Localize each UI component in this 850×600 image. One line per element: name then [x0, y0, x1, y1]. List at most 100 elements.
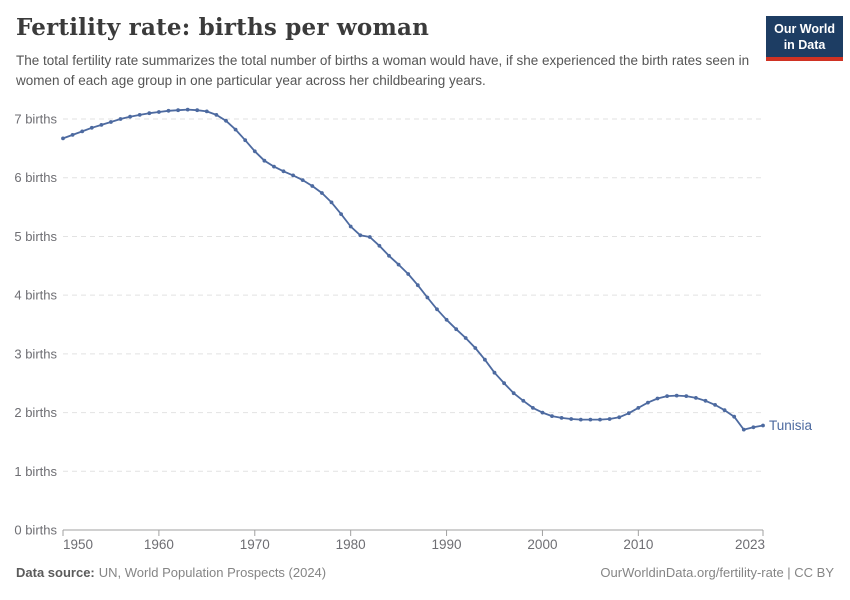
- x-axis-tick-label: 1950: [63, 537, 93, 552]
- y-axis-tick-label: 5 births: [14, 229, 57, 244]
- data-point[interactable]: [684, 394, 689, 398]
- data-point[interactable]: [454, 327, 459, 332]
- data-point[interactable]: [732, 414, 737, 419]
- data-source-label: Data source:: [16, 565, 95, 580]
- data-point[interactable]: [607, 417, 612, 421]
- data-point[interactable]: [339, 212, 343, 216]
- data-point[interactable]: [262, 158, 267, 163]
- y-axis-tick-label: 3 births: [14, 346, 57, 361]
- y-axis-tick-label: 6 births: [14, 170, 57, 185]
- data-point[interactable]: [377, 243, 382, 248]
- data-point[interactable]: [387, 253, 391, 258]
- owid-logo-line2: in Data: [783, 38, 826, 53]
- data-point[interactable]: [588, 417, 593, 422]
- data-point[interactable]: [367, 235, 372, 239]
- series-end-label[interactable]: Tunisia: [769, 418, 813, 433]
- data-point[interactable]: [310, 184, 315, 188]
- data-point[interactable]: [118, 117, 123, 121]
- chart-footer: Data source: UN, World Population Prospec…: [16, 565, 834, 580]
- data-point[interactable]: [406, 272, 411, 276]
- data-point[interactable]: [243, 138, 248, 143]
- data-point[interactable]: [626, 411, 631, 416]
- data-point[interactable]: [329, 200, 334, 205]
- data-point[interactable]: [473, 346, 478, 350]
- x-axis-tick-label: 1970: [240, 537, 270, 552]
- data-point[interactable]: [157, 110, 161, 114]
- data-point[interactable]: [578, 417, 583, 422]
- data-point[interactable]: [281, 169, 286, 174]
- x-axis-tick-label: 1960: [144, 537, 174, 552]
- data-point[interactable]: [233, 127, 238, 132]
- data-point[interactable]: [540, 410, 545, 415]
- data-point[interactable]: [214, 113, 219, 117]
- data-point[interactable]: [89, 125, 94, 130]
- data-point[interactable]: [80, 129, 85, 134]
- data-point[interactable]: [358, 233, 363, 238]
- data-point[interactable]: [569, 417, 574, 421]
- data-point[interactable]: [396, 262, 401, 267]
- data-point[interactable]: [492, 370, 497, 375]
- data-point[interactable]: [195, 108, 200, 113]
- data-point[interactable]: [531, 406, 535, 410]
- x-axis-tick-label: 2010: [623, 537, 653, 552]
- data-point[interactable]: [70, 133, 75, 137]
- data-point[interactable]: [741, 427, 746, 432]
- data-point[interactable]: [617, 415, 622, 420]
- data-point[interactable]: [348, 224, 353, 229]
- data-point[interactable]: [751, 425, 756, 430]
- data-point[interactable]: [550, 414, 554, 418]
- data-point[interactable]: [99, 123, 104, 127]
- data-point[interactable]: [713, 403, 717, 407]
- data-point[interactable]: [598, 417, 602, 422]
- data-source-value: UN, World Population Prospects (2024): [98, 565, 327, 580]
- data-point[interactable]: [559, 416, 564, 420]
- x-axis-tick-label: 2000: [527, 537, 557, 552]
- data-point[interactable]: [722, 408, 727, 413]
- data-point[interactable]: [521, 398, 526, 403]
- data-point[interactable]: [483, 357, 487, 362]
- page-subtitle: The total fertility rate summarizes the …: [16, 53, 750, 88]
- y-axis-tick-label: 7 births: [14, 112, 57, 127]
- y-axis-tick-label: 2 births: [14, 405, 57, 420]
- data-point[interactable]: [761, 423, 765, 428]
- data-point[interactable]: [204, 109, 209, 114]
- data-point[interactable]: [272, 164, 276, 169]
- data-source: Data source: UN, World Population Prospec…: [16, 565, 326, 580]
- data-point[interactable]: [166, 108, 171, 113]
- data-point[interactable]: [137, 113, 142, 117]
- fertility-line-chart[interactable]: 0 births 1 births 2 births 3 births 4 births…: [0, 100, 850, 560]
- data-point[interactable]: [665, 394, 669, 398]
- series-line-tunisia[interactable]: [62, 108, 764, 431]
- owid-url-link[interactable]: OurWorldinData.org/fertility-rate | CC B…: [600, 565, 834, 580]
- data-point[interactable]: [502, 381, 506, 386]
- data-point[interactable]: [636, 406, 641, 410]
- data-point[interactable]: [655, 396, 660, 401]
- data-point[interactable]: [176, 108, 181, 113]
- data-point[interactable]: [252, 149, 257, 154]
- data-point[interactable]: [511, 391, 516, 396]
- data-point[interactable]: [224, 118, 228, 123]
- data-point[interactable]: [109, 120, 113, 124]
- page-title: Fertility rate: births per woman: [16, 14, 430, 41]
- data-point[interactable]: [463, 336, 468, 340]
- data-point[interactable]: [674, 393, 679, 398]
- data-point[interactable]: [185, 107, 190, 112]
- data-point[interactable]: [320, 191, 324, 195]
- data-point[interactable]: [300, 178, 305, 182]
- data-point[interactable]: [128, 114, 133, 119]
- data-point[interactable]: [425, 295, 430, 300]
- x-axis-tick-label: 1980: [336, 537, 366, 552]
- data-point[interactable]: [61, 136, 65, 141]
- data-point[interactable]: [147, 111, 152, 116]
- data-point[interactable]: [646, 400, 650, 405]
- data-point[interactable]: [291, 173, 295, 178]
- data-point[interactable]: [435, 307, 439, 312]
- y-axis-tick-label: 0 births: [14, 523, 57, 538]
- owid-logo[interactable]: Our World in Data: [766, 16, 843, 61]
- data-point[interactable]: [694, 396, 698, 400]
- data-point[interactable]: [444, 317, 449, 322]
- data-point[interactable]: [415, 283, 420, 288]
- data-point[interactable]: [703, 398, 708, 403]
- plot-area: 0 births 1 births 2 births 3 births 4 births…: [0, 100, 850, 560]
